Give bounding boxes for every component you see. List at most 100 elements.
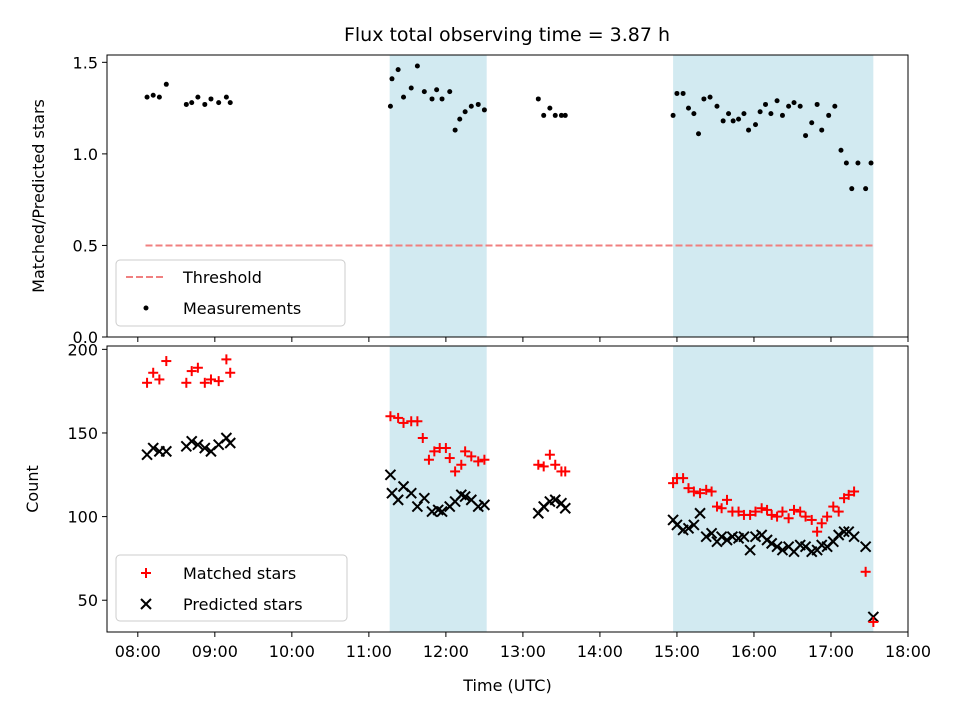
predicted-star-point xyxy=(867,611,880,623)
matched-star-point xyxy=(550,459,561,470)
measurement-point xyxy=(227,100,233,106)
y-tick-label: 1.5 xyxy=(73,53,98,72)
measurement-point xyxy=(468,103,474,109)
predicted-star-point xyxy=(688,519,700,531)
predicted-star-point xyxy=(549,494,561,506)
measurement-point xyxy=(797,103,803,109)
x-tick-label: 10:00 xyxy=(269,642,315,661)
measurement-points xyxy=(144,63,874,192)
cross-b xyxy=(478,499,491,511)
y-tick-label: 200 xyxy=(67,340,98,359)
matched-star-point xyxy=(688,486,699,497)
measurement-point xyxy=(408,85,414,91)
matched-star-point xyxy=(213,376,224,387)
bottom-y-axis-label: Count xyxy=(23,465,42,513)
bottom-x-ticks: 08:00 09:00 10:00 11:00 12:00 13:00 14:00 15:00… xyxy=(115,632,931,661)
measurement-point xyxy=(421,89,427,95)
matched-star-point xyxy=(745,509,756,520)
cross-b xyxy=(455,489,467,501)
bottom-panel-counts: 50 100 150 200 08:00 09:00 10:00 11:00 12:00 13:… xyxy=(23,340,931,695)
cross-b xyxy=(726,530,739,543)
matched-star-point xyxy=(822,511,833,522)
matched-star-point xyxy=(429,446,440,457)
predicted-star-point xyxy=(147,442,159,454)
matched-star-point xyxy=(473,456,484,467)
predicted-star-point xyxy=(405,487,417,499)
cross-b xyxy=(832,529,845,541)
measurement-point xyxy=(414,63,420,69)
measurement-point xyxy=(786,103,792,109)
matched-star-point xyxy=(544,449,555,460)
matched-star-point xyxy=(444,453,455,464)
matched-star-point xyxy=(828,501,839,512)
matched-star-point xyxy=(456,459,467,470)
cross-b xyxy=(688,519,700,531)
matched-stars-points xyxy=(142,354,879,627)
cross-b xyxy=(794,539,806,551)
predicted-star-point xyxy=(848,530,860,543)
cross-b xyxy=(559,502,571,514)
chart-title: Flux total observing time = 3.87 h xyxy=(344,24,670,46)
y-tick-label: 0.0 xyxy=(73,328,98,347)
matched-star-point xyxy=(398,417,409,428)
predicted-star-point xyxy=(392,494,404,506)
measurement-point xyxy=(462,109,468,115)
predicted-star-point xyxy=(700,530,712,543)
matched-star-point xyxy=(701,484,712,495)
matched-star-point xyxy=(795,506,806,517)
measurement-point xyxy=(481,107,487,113)
measurement-point xyxy=(558,112,564,118)
predicted-star-point xyxy=(436,505,448,518)
measurement-point xyxy=(779,112,785,118)
matched-star-point xyxy=(181,377,192,388)
predicted-star-point xyxy=(192,438,204,451)
measurement-point xyxy=(389,76,395,82)
cross-b xyxy=(199,442,211,454)
measurement-point xyxy=(680,90,686,96)
measurement-point xyxy=(452,127,458,133)
matched-star-point xyxy=(733,506,744,517)
cross-b xyxy=(192,438,204,451)
measurement-point xyxy=(223,94,229,100)
legend-measurements-label: Measurements xyxy=(183,299,301,318)
x-tick-label: 11:00 xyxy=(346,642,392,661)
measurement-point xyxy=(429,96,435,102)
measurement-point xyxy=(726,111,732,117)
measurement-point xyxy=(195,94,201,100)
matched-star-point xyxy=(450,466,461,477)
x-tick-label: 12:00 xyxy=(423,642,469,661)
matched-star-point xyxy=(678,473,689,484)
measurement-point xyxy=(701,96,707,102)
cross-b xyxy=(755,529,768,541)
measurement-point xyxy=(562,112,568,118)
measurement-point xyxy=(670,112,676,118)
matched-star-point xyxy=(833,506,844,517)
matched-star-point xyxy=(466,451,477,462)
matched-star-point xyxy=(154,374,165,385)
measurement-point xyxy=(768,111,774,117)
predicted-star-point xyxy=(160,445,173,458)
cross-b xyxy=(405,487,417,499)
legend-predicted-label: Predicted stars xyxy=(183,595,303,614)
y-tick-label: 50 xyxy=(78,591,98,610)
predicted-stars-points xyxy=(141,432,880,623)
measurement-point xyxy=(202,101,208,107)
matched-star-point xyxy=(772,511,783,522)
measurement-point xyxy=(819,127,825,133)
shaded-interval xyxy=(673,55,874,337)
predicted-star-point xyxy=(744,544,756,556)
matched-star-point xyxy=(423,454,434,465)
measurement-point xyxy=(156,94,162,100)
matched-star-point xyxy=(393,412,404,423)
cross-b xyxy=(160,445,173,458)
measurement-point xyxy=(401,94,407,100)
matched-star-point xyxy=(711,501,722,512)
measurement-point xyxy=(803,133,809,139)
measurement-point xyxy=(547,105,553,111)
cross-b xyxy=(700,530,712,543)
matched-star-point xyxy=(479,454,490,465)
legend-matched-swatch xyxy=(141,568,151,578)
cross-b xyxy=(867,611,880,623)
predicted-star-point xyxy=(682,522,695,535)
matched-star-point xyxy=(668,478,679,489)
